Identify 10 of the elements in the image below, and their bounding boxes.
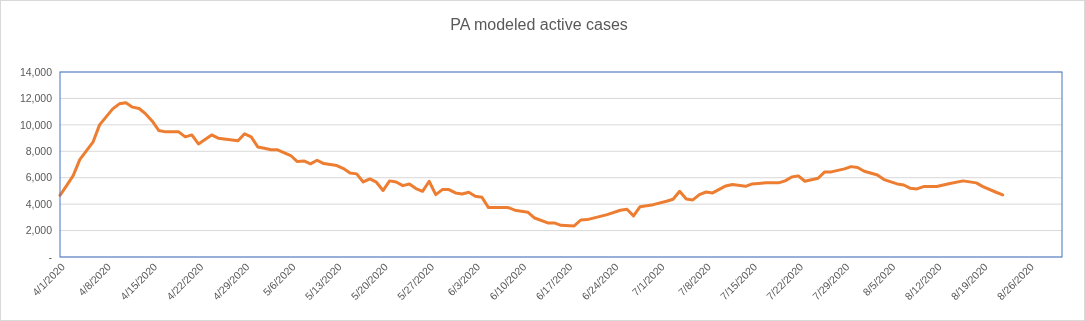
y-tick-label: 2,000 [25,224,53,237]
chart-title: PA modeled active cases [450,16,628,33]
line-series [58,101,1005,228]
y-tick-label: 10,000 [19,118,53,131]
y-tick-label: 14,000 [19,65,53,78]
y-tick-label: 6,000 [25,171,53,184]
y-tick-label: 4,000 [25,197,53,210]
y-tick-label: - [48,250,53,263]
y-tick-label: 12,000 [19,92,53,105]
y-tick-label: 8,000 [25,144,53,157]
